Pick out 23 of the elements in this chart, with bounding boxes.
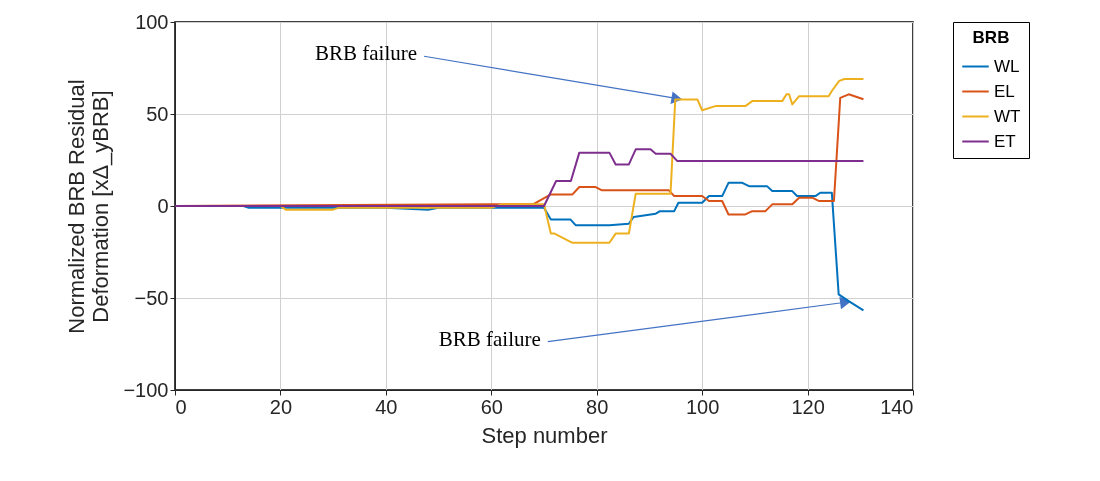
- y-tick-label: −50: [134, 286, 169, 309]
- x-tick-label: 80: [586, 395, 609, 418]
- y-axis-title: Normalized BRB Residual Deformation [xΔ_yBRB]: [64, 79, 114, 334]
- annotation: BRB failure: [438, 326, 541, 351]
- legend-title: BRB: [972, 28, 1010, 47]
- legend-label: EL: [994, 81, 1015, 101]
- annotation: BRB failure: [315, 41, 418, 66]
- y-tick-label: −100: [123, 378, 169, 401]
- x-tick-label: 20: [269, 395, 293, 418]
- y-tick-label: 0: [157, 194, 169, 217]
- x-axis-title: Step number: [481, 422, 608, 448]
- y-tick-label: 100: [135, 10, 169, 33]
- x-tick-label: 140: [880, 395, 914, 418]
- line-series: [175, 148, 865, 207]
- x-tick-label: 100: [685, 395, 720, 418]
- x-tick-label: 120: [791, 395, 825, 418]
- x-tick-label: 40: [375, 395, 398, 418]
- x-tick-label: 60: [480, 395, 503, 418]
- legend-label: WL: [994, 56, 1020, 76]
- y-tick-label: 50: [146, 102, 169, 125]
- x-tick-label: 0: [175, 395, 187, 418]
- legend-label: WT: [994, 106, 1021, 126]
- legend-label: ET: [994, 131, 1016, 151]
